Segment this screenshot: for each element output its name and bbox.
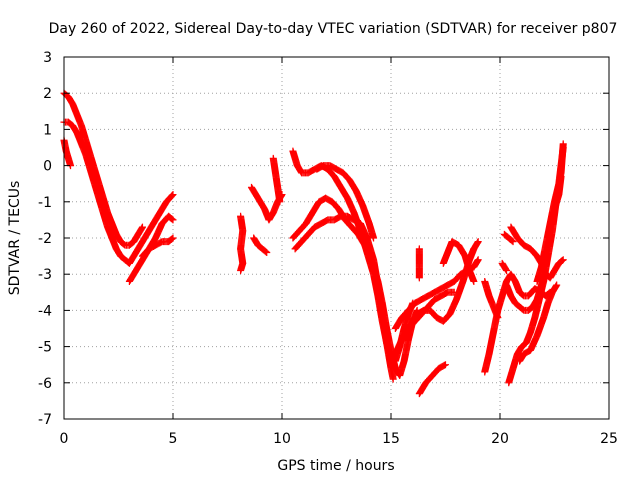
series-arc22 (481, 277, 502, 322)
x-tick-labels: 0 5 10 15 20 25 (60, 431, 618, 447)
data-point-marker (470, 277, 478, 285)
data-point-marker (559, 256, 567, 264)
data-points (60, 89, 567, 398)
y-tick-label: -3 (38, 267, 52, 283)
data-point-marker (262, 248, 270, 256)
y-tick-label: 0 (43, 159, 52, 175)
data-point-marker (442, 361, 449, 369)
grid-lines (64, 57, 609, 419)
y-tick-label: 3 (43, 50, 52, 66)
x-tick-label: 5 (169, 431, 178, 447)
x-tick-label: 10 (273, 431, 291, 447)
series-arc13 (313, 162, 378, 242)
series-arc1 (60, 89, 146, 249)
x-tick-label: 20 (491, 431, 509, 447)
series-arc12 (291, 212, 397, 383)
data-point-marker (559, 144, 567, 151)
y-tick-label: -1 (38, 195, 52, 211)
y-tick-label: 2 (43, 86, 52, 102)
y-tick-labels: -7 -6 -5 -4 -3 -2 -1 0 1 2 3 (38, 50, 52, 428)
data-point-marker (168, 192, 176, 200)
x-tick-label: 25 (600, 431, 618, 447)
series-arc20 (465, 238, 482, 264)
data-point-marker (389, 375, 397, 383)
data-point-marker (169, 191, 177, 199)
data-point-marker (169, 216, 177, 224)
series-arc19 (439, 238, 478, 285)
data-point-marker (509, 238, 517, 246)
axis-ticks (63, 56, 610, 420)
data-point-marker (168, 215, 176, 223)
data-point-marker (494, 314, 502, 322)
series-arc24 (500, 230, 517, 246)
data-point-marker (168, 191, 176, 199)
series-arc9 (269, 154, 284, 206)
series-arc28 (516, 281, 561, 365)
data-point-marker (474, 256, 482, 264)
x-tick-label: 0 (60, 431, 69, 447)
y-tick-label: -4 (38, 303, 52, 319)
data-point-marker (474, 238, 482, 246)
y-tick-label: -5 (38, 340, 52, 356)
series-arc2 (60, 118, 177, 267)
x-axis-label: GPS time / hours (277, 458, 394, 474)
series-arc3 (60, 136, 75, 170)
data-point-marker (276, 198, 284, 206)
y-tick-label: 1 (43, 122, 52, 138)
series-arc5 (138, 234, 177, 260)
data-point-marker (508, 237, 516, 245)
series-arc17 (415, 245, 423, 282)
data-point-marker (138, 223, 146, 231)
x-tick-label: 15 (382, 431, 400, 447)
data-point-marker (263, 248, 271, 256)
y-tick-label: -2 (38, 231, 52, 247)
chart-title: Day 260 of 2022, Sidereal Day-to-day VTE… (49, 21, 618, 37)
data-point-marker (237, 267, 245, 275)
data-point-marker (558, 256, 566, 264)
series-arc8 (250, 234, 271, 256)
series-arc23 (498, 259, 511, 275)
y-tick-label: -6 (38, 376, 52, 392)
y-tick-label: -7 (38, 412, 52, 428)
data-point-marker (370, 234, 378, 242)
data-point-marker (440, 361, 448, 369)
series-arc18 (415, 361, 449, 398)
data-point-marker (557, 172, 565, 180)
data-point-marker (168, 235, 176, 243)
data-point-marker (169, 234, 177, 242)
series-arc6 (237, 212, 247, 275)
data-point-marker (415, 274, 423, 282)
y-axis-label: SDTVAR / TECUs (7, 181, 23, 296)
series-arc30 (546, 172, 565, 231)
data-point-marker (553, 281, 561, 289)
data-point-marker (503, 267, 511, 275)
